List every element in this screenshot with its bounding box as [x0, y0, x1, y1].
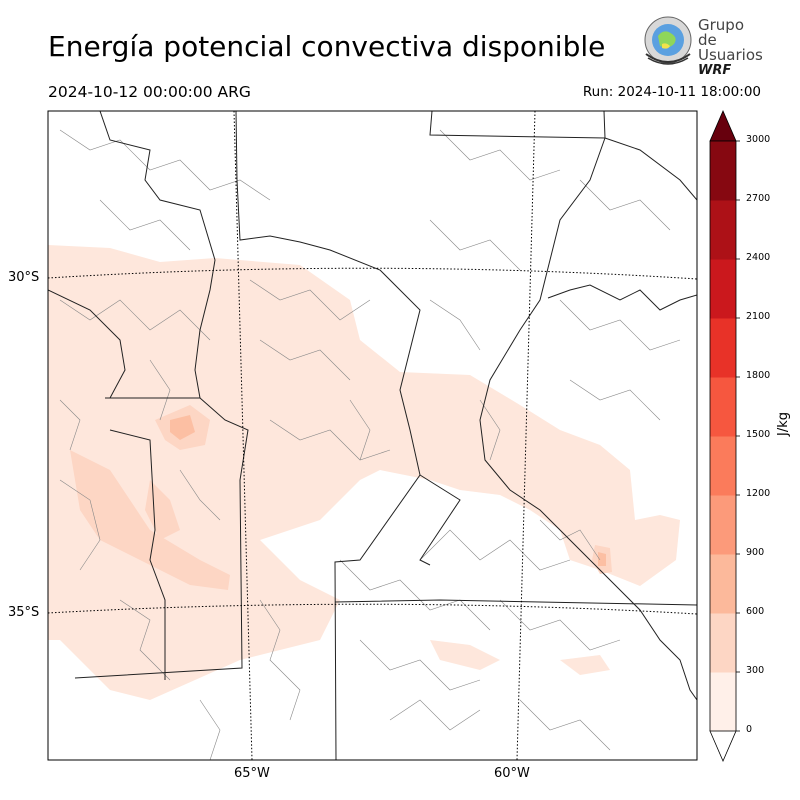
colorbar-tick-label: 300 [746, 665, 765, 676]
colorbar-segment [710, 613, 736, 673]
colorbar-tick-label: 600 [746, 606, 765, 617]
colorbar-tick-label: 0 [746, 724, 753, 735]
province-boundaries [48, 111, 697, 760]
colorbar-unit-label: J/kg [776, 412, 791, 436]
map-frame [47, 110, 698, 761]
wrf-group-logo: Grupo de Usuarios WRF [638, 14, 763, 78]
colorbar-over-triangle [709, 109, 737, 142]
logo-line-2: Usuarios [698, 46, 763, 64]
lon-label-60w: 60°W [494, 766, 530, 781]
map-title: Energía potencial convectiva disponible [48, 30, 606, 63]
colorbar-segment [710, 436, 736, 496]
valid-time-label: 2024-10-12 00:00:00 ARG [48, 83, 251, 101]
colorbar-segment [710, 495, 736, 555]
logo-line-1: Grupo de [698, 16, 744, 49]
colorbar-tick-label: 2400 [746, 252, 771, 263]
colorbar [709, 109, 740, 763]
colorbar-segment [710, 259, 736, 319]
logo-line-3: WRF [698, 63, 732, 78]
colorbar-segment [710, 318, 736, 378]
colorbar-segment [710, 141, 736, 201]
lat-label-35s: 35°S [8, 605, 40, 620]
colorbar-under-triangle [709, 730, 737, 763]
map-panel [48, 111, 697, 760]
colorbar-tick-label: 2700 [746, 193, 771, 204]
colorbar-tick-label: 900 [746, 547, 765, 558]
colorbar-segment [710, 672, 736, 732]
colorbar-segment [710, 377, 736, 437]
colorbar-tick-label: 1800 [746, 370, 771, 381]
lon-label-65w: 65°W [234, 766, 270, 781]
colorbar-tick-label: 1500 [746, 429, 771, 440]
colorbar-tick-label: 1200 [746, 488, 771, 499]
lat-label-30s: 30°S [8, 270, 40, 285]
coastline [589, 559, 697, 701]
colorbar-tick-label: 3000 [746, 134, 771, 145]
department-boundaries [59, 129, 681, 760]
colorbar-segment [710, 554, 736, 614]
colorbar-segment [710, 200, 736, 260]
globe-emblem-icon [644, 16, 692, 65]
run-time-label: Run: 2024-10-11 18:00:00 [582, 84, 761, 100]
cape-shading-high [170, 415, 606, 566]
graticule [48, 111, 697, 760]
colorbar-tick-label: 2100 [746, 311, 771, 322]
